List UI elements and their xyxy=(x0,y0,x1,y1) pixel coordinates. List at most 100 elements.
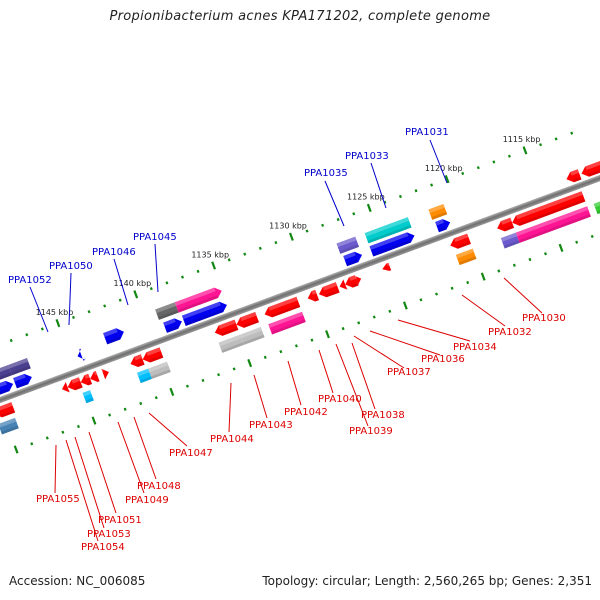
gene-label-bottom[interactable]: PPA1036 xyxy=(421,354,465,365)
gene-block[interactable] xyxy=(364,217,412,244)
scale-tick-label: 1120 kbp xyxy=(425,164,463,173)
minor-tick xyxy=(201,378,205,383)
gene-block[interactable] xyxy=(448,233,471,251)
gene-block[interactable] xyxy=(580,159,600,179)
gene-label-top[interactable]: PPA1052 xyxy=(8,275,52,286)
gene-block[interactable] xyxy=(66,377,83,392)
gene-block[interactable] xyxy=(174,286,224,313)
gene-block[interactable] xyxy=(435,217,452,233)
minor-tick xyxy=(388,309,392,313)
gene-label-bottom[interactable]: PPA1043 xyxy=(249,420,293,431)
gene-block[interactable] xyxy=(155,302,179,320)
gene-block[interactable] xyxy=(515,206,591,243)
gene-block[interactable] xyxy=(213,319,239,338)
gene-label-bottom[interactable]: PPA1038 xyxy=(361,410,405,421)
gene-block[interactable] xyxy=(381,262,392,273)
gene-block[interactable] xyxy=(336,236,360,254)
gene-block[interactable] xyxy=(565,169,582,184)
gene-block[interactable] xyxy=(510,191,586,228)
gene-label-bottom[interactable]: PPA1042 xyxy=(284,407,328,418)
major-tick xyxy=(522,146,528,155)
gene-block[interactable] xyxy=(218,334,244,353)
gene-block[interactable] xyxy=(82,390,94,404)
gene-block[interactable] xyxy=(75,348,87,362)
minor-tick xyxy=(357,321,361,325)
scale-tick-label: 1140 kbp xyxy=(113,279,151,288)
gene-block[interactable] xyxy=(338,279,349,292)
gene-block[interactable] xyxy=(495,217,515,234)
gene-block[interactable] xyxy=(428,203,448,220)
minor-tick xyxy=(263,355,267,359)
gene-label-top[interactable]: PPA1046 xyxy=(92,247,136,258)
minor-tick xyxy=(528,257,532,262)
gene-block[interactable] xyxy=(263,296,301,320)
gene-block[interactable] xyxy=(317,282,340,299)
gene-label-bottom[interactable]: PPA1032 xyxy=(488,327,532,338)
major-tick xyxy=(247,358,253,368)
gene-block[interactable] xyxy=(353,273,363,286)
gene-block[interactable] xyxy=(129,354,145,369)
gene-block[interactable] xyxy=(181,300,229,326)
minor-tick xyxy=(61,430,65,434)
gene-label-top[interactable]: PPA1035 xyxy=(304,168,348,179)
gene-block[interactable] xyxy=(0,364,13,382)
gene-block[interactable] xyxy=(103,326,126,345)
gene-block[interactable] xyxy=(343,275,359,289)
gene-block[interactable] xyxy=(101,367,110,380)
label-leader-line xyxy=(29,286,49,333)
gene-block[interactable] xyxy=(455,248,477,266)
gene-block[interactable] xyxy=(500,232,520,249)
label-leader-line xyxy=(154,243,159,293)
gene-label-top[interactable]: PPA1045 xyxy=(133,232,177,243)
gene-block[interactable] xyxy=(306,289,320,304)
gene-label-bottom[interactable]: PPA1044 xyxy=(210,434,254,445)
gene-label-top[interactable]: PPA1050 xyxy=(49,261,93,272)
gene-label-bottom[interactable]: PPA1055 xyxy=(36,494,80,505)
gene-label-bottom[interactable]: PPA1053 xyxy=(87,529,131,540)
gene-block[interactable] xyxy=(163,316,184,333)
gene-block[interactable] xyxy=(0,379,15,396)
gene-block[interactable] xyxy=(88,370,100,384)
minor-tick xyxy=(497,269,501,273)
gene-block[interactable] xyxy=(593,196,600,215)
minor-tick xyxy=(414,189,418,193)
gene-block[interactable] xyxy=(369,230,416,257)
label-leader-line xyxy=(287,360,302,406)
gene-block[interactable] xyxy=(79,373,93,388)
gene-label-bottom[interactable]: PPA1054 xyxy=(81,542,125,553)
gene-block[interactable] xyxy=(60,381,71,395)
gene-block[interactable] xyxy=(8,358,31,376)
gene-label-top[interactable]: PPA1031 xyxy=(405,127,449,138)
gene-label-top[interactable]: PPA1033 xyxy=(345,151,389,162)
gene-block[interactable] xyxy=(0,402,16,419)
minor-tick xyxy=(554,137,558,141)
minor-tick xyxy=(243,252,247,256)
major-tick xyxy=(558,243,564,253)
gene-block[interactable] xyxy=(0,417,19,435)
gene-block[interactable] xyxy=(136,368,153,384)
gene-label-bottom[interactable]: PPA1049 xyxy=(125,495,169,506)
gene-label-bottom[interactable]: PPA1047 xyxy=(169,448,213,459)
label-leader-line xyxy=(228,382,232,433)
gene-label-bottom[interactable]: PPA1048 xyxy=(137,481,181,492)
minor-tick xyxy=(185,384,189,388)
minor-tick xyxy=(539,143,543,147)
scale-tick-label: 1115 kbp xyxy=(503,135,541,144)
gene-block[interactable] xyxy=(235,311,260,330)
gene-label-bottom[interactable]: PPA1030 xyxy=(522,313,566,324)
gene-block[interactable] xyxy=(141,347,164,364)
gene-block[interactable] xyxy=(268,311,306,335)
gene-label-bottom[interactable]: PPA1040 xyxy=(318,394,362,405)
genome-summary-text: Topology: circular; Length: 2,560,265 bp… xyxy=(262,574,592,588)
gene-label-bottom[interactable]: PPA1034 xyxy=(453,342,497,353)
gene-block[interactable] xyxy=(13,372,34,389)
gene-block[interactable] xyxy=(148,361,171,379)
gene-block[interactable] xyxy=(343,250,364,267)
minor-tick xyxy=(435,292,439,296)
minor-tick xyxy=(544,252,547,256)
gene-label-bottom[interactable]: PPA1039 xyxy=(349,426,393,437)
gene-label-bottom[interactable]: PPA1051 xyxy=(98,515,142,526)
gene-label-bottom[interactable]: PPA1037 xyxy=(387,367,431,378)
gene-block[interactable] xyxy=(240,326,265,345)
major-tick xyxy=(13,445,19,454)
